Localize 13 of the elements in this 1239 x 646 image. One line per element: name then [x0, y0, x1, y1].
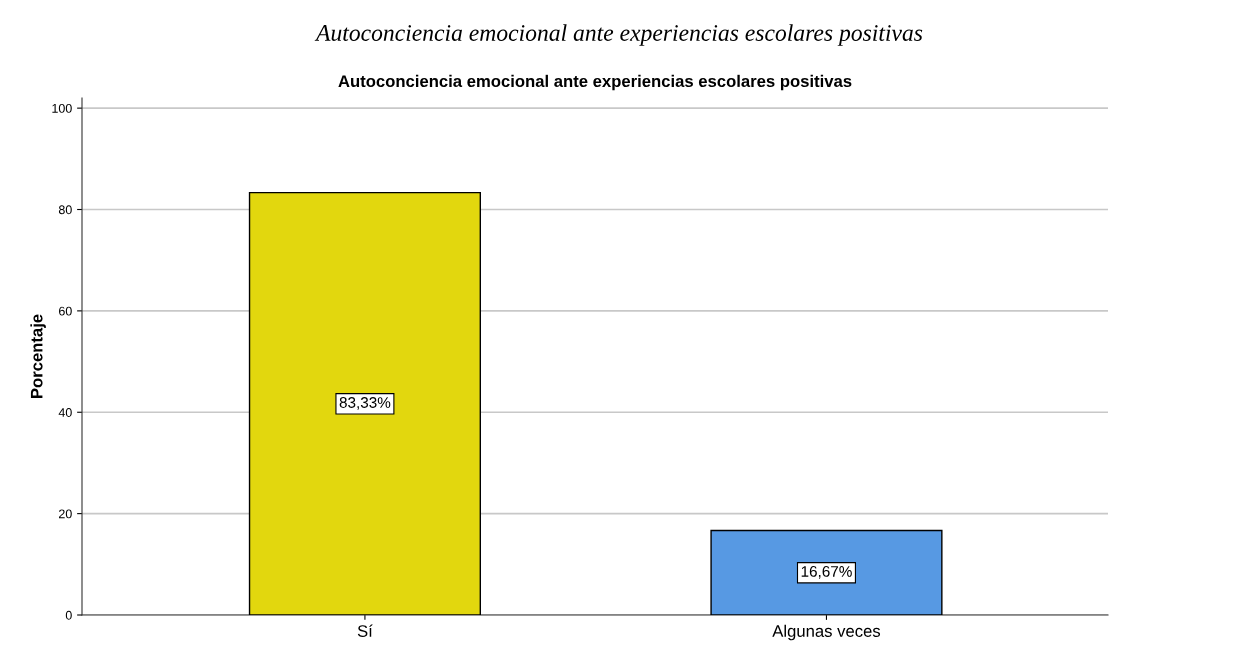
y-tick-label: 80 — [58, 205, 72, 215]
y-tick-label: 40 — [58, 408, 72, 417]
y-axis-title: Porcentaje — [30, 314, 46, 398]
y-tick-label: 0 — [65, 610, 72, 620]
data-label: 83,33% — [339, 397, 391, 410]
x-tick-label: Algunas veces — [772, 624, 881, 641]
text: Autoconciencia emocional ante experiencias escolares positivas — [314, 24, 923, 46]
y-tick-label: 60 — [59, 306, 72, 316]
data-label: 16,67% — [801, 566, 852, 579]
chart-title: Autoconciencia emocional ante experiencias escolares positivas — [338, 74, 852, 91]
y-tick-label: 100 — [52, 103, 72, 113]
x-tick-label: Sí — [357, 624, 373, 637]
y-tick-label: 20 — [59, 509, 72, 519]
